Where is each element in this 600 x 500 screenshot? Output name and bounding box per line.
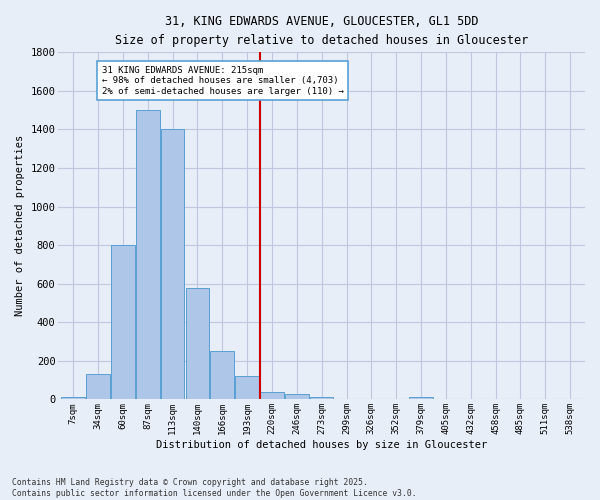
X-axis label: Distribution of detached houses by size in Gloucester: Distribution of detached houses by size … [156,440,487,450]
Bar [185,288,209,400]
Title: 31, KING EDWARDS AVENUE, GLOUCESTER, GL1 5DD
Size of property relative to detach: 31, KING EDWARDS AVENUE, GLOUCESTER, GL1… [115,15,528,47]
Bar [409,396,433,400]
Y-axis label: Number of detached properties: Number of detached properties [15,135,25,316]
Bar [111,245,135,400]
Bar [235,376,259,400]
Bar [86,374,110,400]
Text: 31 KING EDWARDS AVENUE: 215sqm
← 98% of detached houses are smaller (4,703)
2% o: 31 KING EDWARDS AVENUE: 215sqm ← 98% of … [102,66,344,96]
Text: Contains HM Land Registry data © Crown copyright and database right 2025.
Contai: Contains HM Land Registry data © Crown c… [12,478,416,498]
Bar [161,130,184,400]
Bar [285,394,308,400]
Bar [136,110,160,400]
Bar [61,398,85,400]
Bar [211,351,234,400]
Bar [260,392,284,400]
Bar [310,396,334,400]
